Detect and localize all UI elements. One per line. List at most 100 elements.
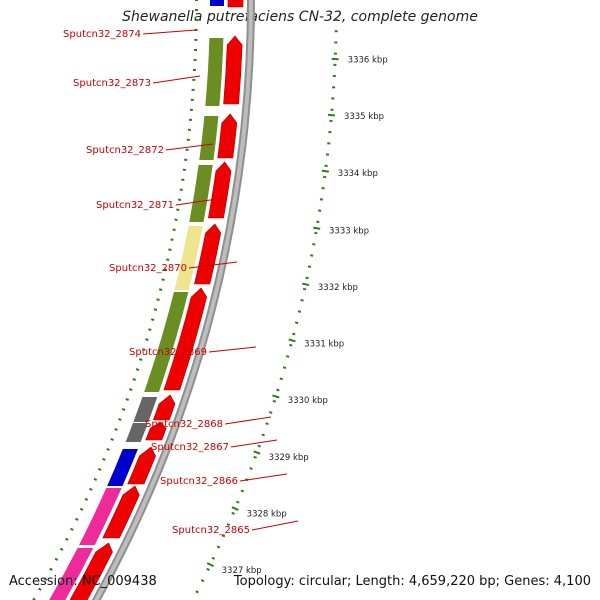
inner-scale-tick (121, 408, 126, 411)
scale-tick-label: 3335 kbp (344, 112, 384, 122)
inner-scale-tick (170, 238, 174, 241)
scale-minor-tick (276, 388, 280, 392)
scale-minor-tick (206, 567, 210, 571)
inner-scale-tick (65, 537, 69, 541)
scale-tick-label: 3329 kbp (269, 453, 309, 463)
gene-label: Sputcn32_2868 (145, 419, 223, 430)
inner-scale-tick (148, 328, 152, 331)
scale-minor-tick (272, 399, 277, 403)
scale-minor-tick (282, 366, 287, 369)
scale-tick-label: 3327 kbp (222, 566, 262, 576)
gene-label-leader (152, 75, 201, 84)
gene-category-block (79, 488, 122, 545)
cds-arrow (194, 223, 222, 285)
gene-label: Sputcn32_2866 (160, 476, 238, 487)
inner-scale-tick (89, 487, 93, 491)
inner-scale-tick (59, 547, 64, 551)
cds-arrow (207, 161, 232, 219)
scale-tick-label: 3334 kbp (338, 169, 378, 179)
scale-minor-tick (195, 590, 199, 594)
scale-minor-tick (200, 579, 205, 583)
scale-tick-label: 3330 kbp (288, 396, 328, 406)
scale-minor-tick (249, 467, 253, 470)
scale-minor-tick (216, 545, 221, 549)
inner-scale-tick (75, 517, 79, 521)
inner-scale-tick (84, 497, 89, 501)
gene-label-leader (175, 197, 225, 206)
gene-label-leader (230, 439, 278, 448)
scale-major-tick (302, 282, 310, 287)
scale-minor-tick (211, 556, 216, 560)
inner-scale-tick (110, 437, 114, 441)
gene-label-leader (208, 346, 257, 353)
scale-minor-tick (316, 220, 320, 224)
gene-category-block (133, 397, 158, 422)
scale-minor-tick (253, 455, 257, 459)
gene-label: Sputcn32_2874 (63, 29, 141, 40)
scale-minor-tick (312, 243, 316, 246)
map-title: Shewanella putrefaciens CN-32, complete … (122, 9, 478, 25)
scale-major-tick (313, 226, 321, 230)
cds-arrow (102, 485, 140, 539)
cds-arrow (223, 35, 243, 105)
inner-scale-tick (138, 358, 143, 361)
scale-major-tick (231, 506, 239, 511)
gene-label-leader (251, 520, 299, 531)
cds-arrow (145, 421, 167, 441)
scale-minor-tick (297, 310, 302, 313)
gene-label: Sputcn32_2873 (73, 78, 151, 89)
scale-minor-tick (231, 511, 235, 515)
cds-arrow (127, 446, 156, 485)
scale-tick-label: 3333 kbp (329, 226, 369, 236)
gene-category-block (205, 38, 224, 106)
inner-scale-tick (97, 467, 102, 471)
inner-scale-tick (172, 228, 176, 231)
inner-scale-tick (153, 308, 158, 311)
inner-scale-tick (125, 398, 129, 401)
gene-category-block (144, 292, 189, 392)
inner-scale-tick (128, 388, 133, 391)
gene-label: Sputcn32_2872 (86, 145, 164, 156)
scale-minor-tick (302, 287, 307, 291)
gene-label: Sputcn32_2871 (96, 200, 174, 211)
scale-minor-tick (289, 343, 293, 347)
scale-minor-tick (261, 433, 265, 437)
genome-summary: Topology: circular; Length: 4,659,220 bp… (233, 574, 591, 589)
scale-minor-tick (221, 534, 226, 538)
scale-major-tick (327, 113, 336, 117)
gene-label-leader (142, 29, 197, 35)
gene-label-leader (224, 416, 272, 425)
gene-category-block (189, 165, 213, 222)
scale-minor-tick (265, 422, 269, 426)
inner-scale-tick (176, 208, 180, 211)
scale-minor-tick (300, 299, 304, 302)
scale-minor-tick (269, 411, 273, 414)
scale-minor-tick (286, 355, 290, 358)
inner-scale-tick (118, 418, 122, 421)
scale-minor-tick (309, 254, 314, 257)
inner-scale-tick (102, 457, 106, 461)
inner-scale-tick (145, 338, 149, 341)
inner-scale-tick (161, 278, 165, 281)
inner-scale-tick (156, 298, 160, 301)
inner-scale-tick (106, 447, 110, 451)
inner-scale-tick (79, 507, 84, 511)
gene-category-block (199, 116, 219, 160)
gene-label-leader (188, 261, 238, 269)
gene-label: Sputcn32_2867 (151, 442, 229, 453)
inner-scale-tick (135, 368, 140, 371)
cds-arrow (227, 0, 244, 8)
inner-scale-tick (38, 587, 42, 591)
inner-scale-tick (43, 577, 48, 581)
cds-arrow (163, 287, 208, 391)
scale-minor-tick (257, 444, 261, 448)
scale-tick-label: 3336 kbp (348, 56, 388, 66)
scale-major-tick (272, 394, 280, 399)
gene-category-block (49, 548, 94, 600)
scale-minor-tick (305, 276, 309, 280)
gene-label: Sputcn32_2865 (172, 525, 250, 536)
inner-scale-tick (132, 378, 136, 381)
gene-label-leader (165, 143, 214, 151)
inner-scale-tick (49, 567, 53, 571)
